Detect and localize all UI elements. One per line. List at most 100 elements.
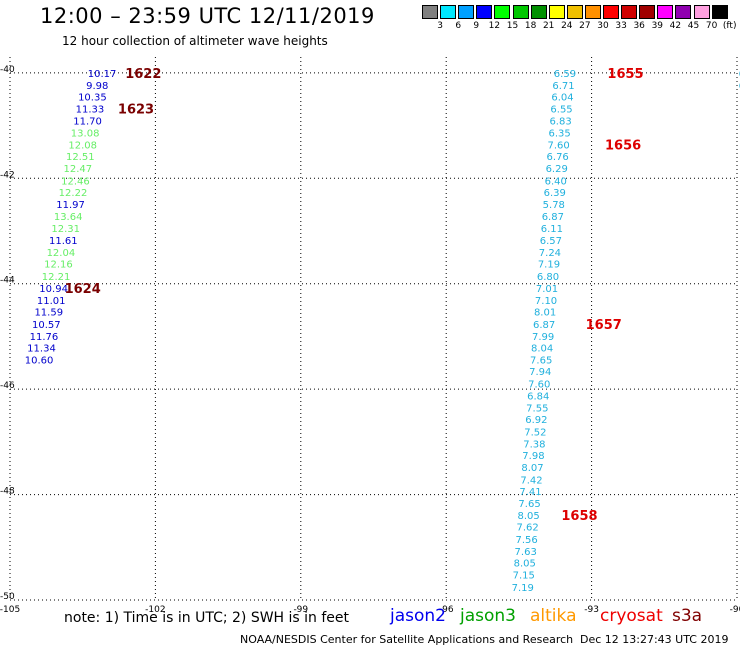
color-scale-swatch <box>566 5 583 19</box>
time-label: 1657 <box>586 318 622 333</box>
color-scale-label: 24 <box>561 21 573 31</box>
color-scale-label: 9 <box>473 21 480 31</box>
wave-height-value: 8.01 <box>534 308 556 319</box>
wave-height-value: 11.70 <box>73 116 102 127</box>
x-tick-label: -105 <box>0 605 20 615</box>
color-scale-swatch <box>548 5 565 19</box>
wave-height-value: 12.21 <box>42 272 71 283</box>
wave-height-value: 7.55 <box>526 404 548 415</box>
wave-height-value: 7.38 <box>523 439 545 450</box>
wave-height-value: 9.98 <box>86 81 108 92</box>
wave-height-value: 7.15 <box>513 571 535 582</box>
color-scale-label: 36 <box>633 21 645 31</box>
wave-height-value: 6.57 <box>540 236 562 247</box>
wave-height-value: 6.92 <box>525 415 547 426</box>
chart-title: 12:00 – 23:59 UTC 12/11/2019 <box>40 4 375 28</box>
x-tick-label: -90 <box>730 605 740 615</box>
footer-timestamp: Dec 12 13:27:43 UTC 2019 <box>580 633 729 646</box>
wave-height-value: 7.10 <box>535 296 557 307</box>
wave-height-value: 10.60 <box>25 356 54 367</box>
x-tick-label: -93 <box>584 605 599 615</box>
wave-height-value: 7.60 <box>528 379 550 390</box>
wave-height-value: 12.47 <box>64 164 93 175</box>
color-scale-swatch <box>530 5 547 19</box>
wave-height-value: 11.59 <box>34 308 63 319</box>
wave-height-value: 8.05 <box>514 559 536 570</box>
wave-height-value: 7.42 <box>520 475 542 486</box>
x-tick-label: -102 <box>145 605 165 615</box>
note-text: note: 1) Time is in UTC; 2) SWH is in fe… <box>64 610 350 626</box>
wave-height-value: 7.62 <box>516 523 538 534</box>
mission-altika: altika <box>530 606 577 626</box>
wave-height-value: 10.17 <box>88 69 117 80</box>
color-scale-label: 27 <box>579 21 591 31</box>
color-scale-swatch <box>621 5 638 19</box>
wave-height-value: 7.65 <box>530 356 552 367</box>
wave-height-value: 7.60 <box>548 141 570 152</box>
wave-height-value: 12.22 <box>59 188 88 199</box>
color-scale-swatch <box>512 5 529 19</box>
wave-height-value: 7.52 <box>524 427 546 438</box>
wave-height-value: 12.16 <box>44 260 73 271</box>
wave-height-value: 6.40 <box>545 176 567 187</box>
color-scale-swatch <box>603 5 619 19</box>
wave-height-value: 6.55 <box>550 105 572 116</box>
time-label: 1655 <box>607 67 643 82</box>
wave-height-value: 13.64 <box>54 212 83 223</box>
chart-subtitle: 12 hour collection of altimeter wave hei… <box>62 34 328 48</box>
wave-height-value: 5.78 <box>543 200 565 211</box>
color-scale-swatch <box>440 5 457 19</box>
y-tick-label: -50 <box>0 592 15 602</box>
wave-height-value: 10.94 <box>39 284 68 295</box>
wave-height-value: 11.01 <box>37 296 66 307</box>
wave-height-value: 12.04 <box>47 248 76 259</box>
wave-height-value: 7.65 <box>518 499 540 510</box>
color-scale-label: 45 <box>687 21 700 31</box>
wave-height-value: 8.05 <box>517 511 539 522</box>
x-tick-label: -99 <box>293 605 308 615</box>
wave-height-value: 12.31 <box>51 224 80 235</box>
footer-credit: NOAA/NESDIS Center for Satellite Applica… <box>240 633 574 646</box>
wave-height-value: 6 <box>739 81 740 92</box>
wave-height-value: 6.80 <box>537 272 559 283</box>
y-tick-label: -46 <box>0 381 15 391</box>
color-scale-label: (ft) <box>722 21 737 31</box>
wave-height-value: 11.76 <box>30 332 59 343</box>
wave-height-value: 10.57 <box>32 320 61 331</box>
wave-height-value: 6.87 <box>533 320 555 331</box>
wave-height-value: 11.97 <box>56 200 85 211</box>
wave-height-value: 12.08 <box>68 141 97 152</box>
time-label: 1623 <box>118 103 154 118</box>
mission-jason3: jason3 <box>460 606 516 626</box>
wave-height-value: 7.99 <box>532 332 554 343</box>
wave-height-value: 7.63 <box>515 547 537 558</box>
wave-height-value: 7.56 <box>516 535 538 546</box>
y-tick-label: -42 <box>0 170 15 180</box>
wave-height-value: 11.61 <box>49 236 78 247</box>
y-tick-label: -48 <box>0 487 15 497</box>
wave-height-value: 11.33 <box>76 105 105 116</box>
wave-height-value: 13.08 <box>71 128 100 139</box>
wave-height-value: 10.35 <box>78 93 107 104</box>
wave-height-value: 6.11 <box>541 224 563 235</box>
color-scale-label: 21 <box>542 21 555 31</box>
mission-jason2: jason2 <box>390 606 446 626</box>
wave-height-value: 6.04 <box>551 93 573 104</box>
wave-height-value: 8.07 <box>521 463 543 474</box>
color-scale-label: 30 <box>597 21 609 31</box>
color-scale-label: 42 <box>669 21 682 31</box>
wave-height-value: 7.41 <box>519 487 541 498</box>
color-scale-swatch <box>494 5 511 19</box>
color-scale-label: 3 <box>437 21 443 31</box>
wave-height-value: 6.83 <box>549 116 571 127</box>
wave-height-value: 6.71 <box>552 81 574 92</box>
color-scale-swatch <box>711 5 728 19</box>
y-tick-label: -40 <box>0 65 15 75</box>
wave-height-value: 7.94 <box>529 367 551 378</box>
color-scale-label: 15 <box>506 21 519 31</box>
wave-height-value: 7.98 <box>522 451 544 462</box>
color-scale-label: 70 <box>705 21 718 31</box>
wave-height-value: 7.24 <box>539 248 561 259</box>
color-scale-label: 18 <box>524 21 537 31</box>
